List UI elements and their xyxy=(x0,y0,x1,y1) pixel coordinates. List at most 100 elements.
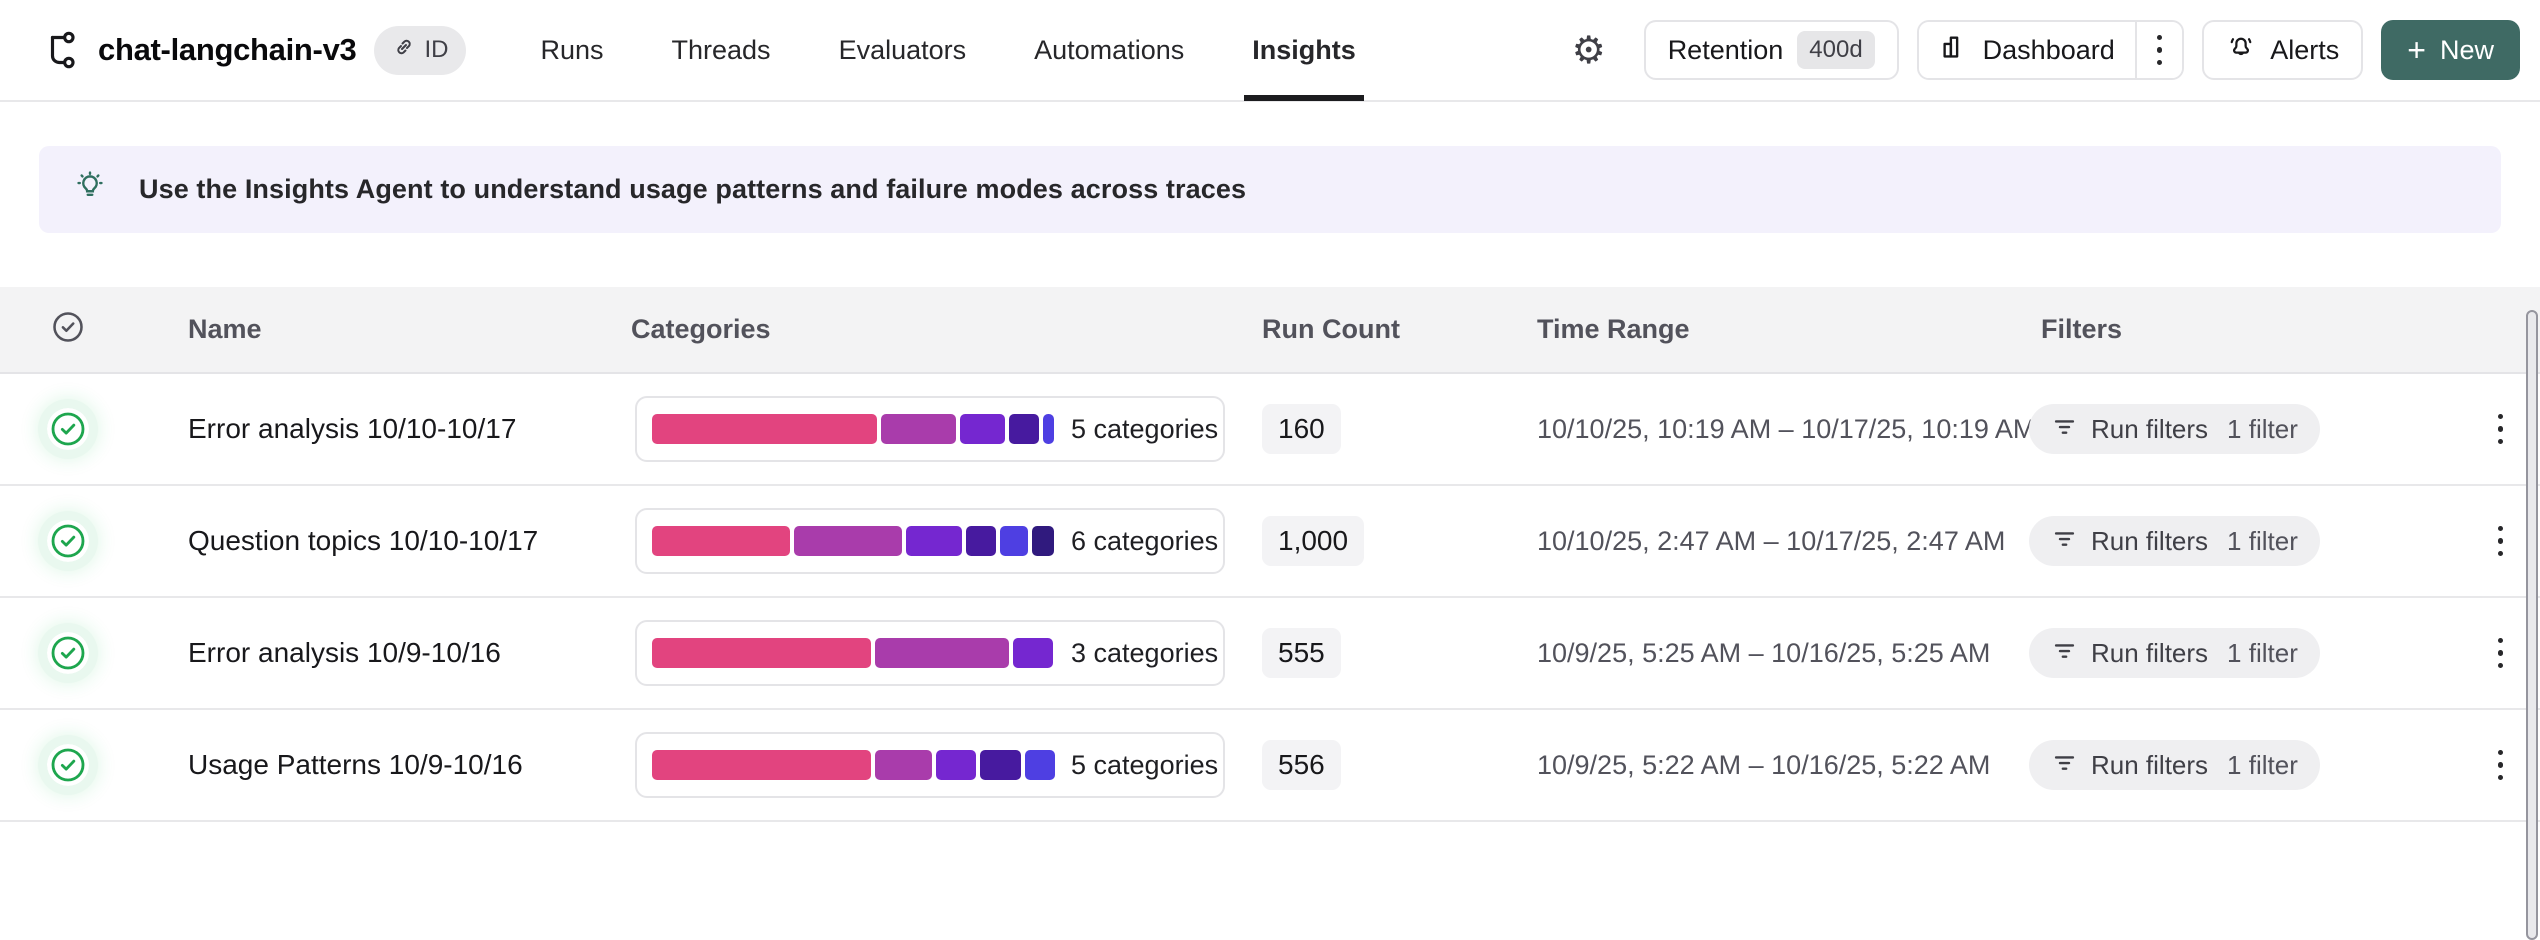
dashboard-button-group: Dashboard xyxy=(1916,20,2185,80)
status-success-icon[interactable] xyxy=(47,408,89,450)
category-segment xyxy=(906,526,962,556)
table-row[interactable]: Error analysis 10/9-10/16 3 categories 5… xyxy=(0,598,2540,710)
category-distribution-bar xyxy=(652,526,1056,556)
category-segment xyxy=(1009,414,1039,444)
project-tabs: Runs Threads Evaluators Automations Insi… xyxy=(538,0,1364,101)
gear-icon: ⚙ xyxy=(1571,28,1606,72)
category-distribution-bar xyxy=(652,750,1056,780)
tab-evaluators[interactable]: Evaluators xyxy=(838,34,967,65)
project-tree-icon xyxy=(40,30,80,70)
banner-text: Use the Insights Agent to understand usa… xyxy=(139,174,1247,204)
categories-count-label: 6 categories xyxy=(1071,525,1219,556)
top-bar: chat-langchain-v3 ID Runs Threads Evalua… xyxy=(0,0,2540,102)
categories-pill[interactable]: 6 categories xyxy=(635,508,1225,574)
category-distribution-bar xyxy=(652,414,1056,444)
categories-count-label: 3 categories xyxy=(1071,637,1219,668)
table-header-row: Name Categories Run Count Time Range Fil… xyxy=(0,287,2540,374)
alerts-button[interactable]: Alerts xyxy=(2202,20,2364,80)
select-all-check-icon[interactable] xyxy=(50,309,86,350)
run-filters-label: Run filters xyxy=(2091,525,2209,556)
category-segment xyxy=(1013,638,1053,668)
filter-count-label: 1 filter xyxy=(2227,749,2298,780)
tab-runs[interactable]: Runs xyxy=(540,34,604,65)
category-segment xyxy=(794,526,902,556)
filter-lines-icon xyxy=(2051,637,2078,669)
lightbulb-icon xyxy=(73,170,107,209)
dashboard-button[interactable]: Dashboard xyxy=(1918,22,2135,78)
run-count-badge: 556 xyxy=(1262,740,1341,790)
filter-lines-icon xyxy=(2051,525,2078,557)
filter-count-label: 1 filter xyxy=(2227,637,2298,668)
category-segment xyxy=(1043,414,1054,444)
page-title: chat-langchain-v3 xyxy=(98,32,357,67)
tab-automations[interactable]: Automations xyxy=(1034,34,1185,65)
scrollbar-thumb[interactable] xyxy=(2526,310,2538,940)
kebab-menu-icon xyxy=(2156,34,2163,66)
plus-icon: + xyxy=(2407,32,2426,68)
filter-lines-icon xyxy=(2051,749,2078,781)
insights-agent-banner: Use the Insights Agent to understand usa… xyxy=(39,146,2501,233)
categories-pill[interactable]: 5 categories xyxy=(635,732,1225,798)
time-range-text: 10/9/25, 5:25 AM – 10/16/25, 5:25 AM xyxy=(1537,637,1991,668)
insight-name[interactable]: Question topics 10/10-10/17 xyxy=(188,525,539,556)
run-filters-pill[interactable]: Run filters 1 filter xyxy=(2029,628,2320,678)
run-filters-label: Run filters xyxy=(2091,413,2209,444)
kebab-menu-icon xyxy=(2497,637,2504,669)
retention-value-badge: 400d xyxy=(1797,31,1875,69)
category-segment xyxy=(980,750,1021,780)
time-range-text: 10/9/25, 5:22 AM – 10/16/25, 5:22 AM xyxy=(1537,749,1991,780)
column-header-time-range: Time Range xyxy=(1537,314,1690,344)
insight-name[interactable]: Error analysis 10/10-10/17 xyxy=(188,413,517,444)
categories-count-label: 5 categories xyxy=(1071,413,1219,444)
categories-pill[interactable]: 5 categories xyxy=(635,396,1225,462)
tab-insights[interactable]: Insights xyxy=(1244,0,1364,101)
category-segment xyxy=(960,414,1005,444)
filter-lines-icon xyxy=(2051,413,2078,445)
scrollbar-track[interactable] xyxy=(2524,104,2540,940)
bell-icon xyxy=(2226,32,2256,69)
category-segment xyxy=(936,750,976,780)
run-count-badge: 160 xyxy=(1262,404,1341,454)
column-header-name: Name xyxy=(188,314,262,344)
row-actions-button[interactable] xyxy=(2488,404,2514,455)
retention-button[interactable]: Retention 400d xyxy=(1643,20,1899,80)
table-row[interactable]: Question topics 10/10-10/17 6 categories… xyxy=(0,486,2540,598)
category-segment xyxy=(1000,526,1028,556)
row-actions-button[interactable] xyxy=(2488,516,2514,567)
copy-id-button[interactable]: ID xyxy=(374,25,467,75)
run-filters-pill[interactable]: Run filters 1 filter xyxy=(2029,740,2320,790)
time-range-text: 10/10/25, 10:19 AM – 10/17/25, 10:19 AM xyxy=(1537,413,2036,444)
new-button[interactable]: + New xyxy=(2381,20,2520,80)
settings-button[interactable]: ⚙ xyxy=(1566,25,1612,75)
column-header-filters: Filters xyxy=(2041,314,2123,344)
status-success-icon[interactable] xyxy=(47,632,89,674)
category-segment xyxy=(1025,750,1055,780)
category-segment xyxy=(875,750,932,780)
categories-pill[interactable]: 3 categories xyxy=(635,620,1225,686)
filter-count-label: 1 filter xyxy=(2227,413,2298,444)
status-success-icon[interactable] xyxy=(47,744,89,786)
category-segment xyxy=(966,526,996,556)
row-actions-button[interactable] xyxy=(2488,740,2514,791)
table-row[interactable]: Usage Patterns 10/9-10/16 5 categories 5… xyxy=(0,710,2540,822)
table-row[interactable]: Error analysis 10/10-10/17 5 categories … xyxy=(0,374,2540,486)
insight-name[interactable]: Usage Patterns 10/9-10/16 xyxy=(188,749,523,780)
retention-label: Retention xyxy=(1667,34,1784,65)
category-distribution-bar xyxy=(652,638,1056,668)
status-success-icon[interactable] xyxy=(47,520,89,562)
run-filters-pill[interactable]: Run filters 1 filter xyxy=(2029,516,2320,566)
alerts-label: Alerts xyxy=(2270,34,2340,65)
run-filters-pill[interactable]: Run filters 1 filter xyxy=(2029,404,2320,454)
link-icon xyxy=(392,35,416,66)
kebab-menu-icon xyxy=(2497,413,2504,445)
id-badge-label: ID xyxy=(424,36,449,63)
dashboard-more-button[interactable] xyxy=(2136,22,2183,78)
tab-threads[interactable]: Threads xyxy=(671,34,771,65)
category-segment xyxy=(875,638,1009,668)
category-segment xyxy=(1032,526,1054,556)
row-actions-button[interactable] xyxy=(2488,628,2514,679)
category-segment xyxy=(652,750,871,780)
run-filters-label: Run filters xyxy=(2091,637,2209,668)
insight-name[interactable]: Error analysis 10/9-10/16 xyxy=(188,637,501,668)
dashboard-label: Dashboard xyxy=(1982,34,2115,65)
